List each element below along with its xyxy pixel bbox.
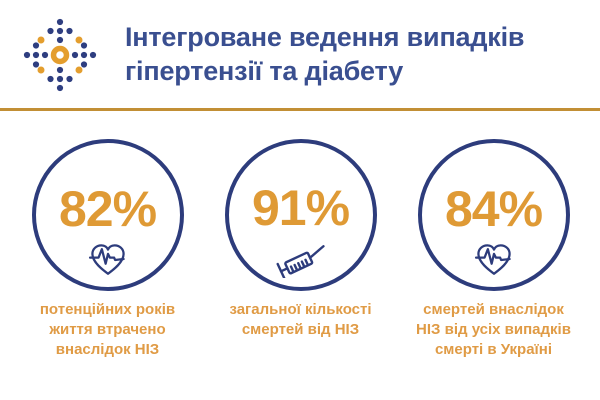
stats-section: 82% потенційних років життя втрачено вна…: [0, 111, 600, 360]
caption-line: смертей від НІЗ: [241, 321, 360, 338]
stat-card-ncd-deaths-share: 91% загальної кількос: [208, 139, 393, 360]
stat-caption: потенційних років життя втрачено внаслід…: [40, 300, 175, 360]
caption-line: життя втрачено: [49, 321, 166, 338]
caption-line: смертей внаслідок: [423, 301, 564, 318]
page-title: Інтегроване ведення випадків гіпертензії…: [125, 20, 525, 88]
stat-value: 91%: [251, 180, 350, 236]
caption-line: загальної кількості: [229, 301, 372, 318]
stat-circle: 84%: [417, 139, 570, 291]
org-logo-icon: [23, 18, 97, 92]
caption-line: смерті в Україні: [434, 341, 553, 358]
stat-value: 84%: [444, 181, 543, 237]
stat-circle: 91%: [224, 139, 377, 291]
page-title-line-1: Інтегроване ведення випадків: [125, 22, 525, 52]
caption-line: внаслідок НІЗ: [55, 341, 160, 358]
caption-line: НІЗ від усіх випадків: [416, 321, 571, 338]
stat-value: 82%: [58, 181, 157, 237]
stat-card-ncd-all-deaths: 84% смертей внаслідок НІЗ від усіх випад…: [401, 139, 586, 360]
heart-pulse-icon: [88, 244, 125, 275]
stat-caption: смертей внаслідок НІЗ від усіх випадків …: [416, 300, 571, 360]
caption-line: потенційних років: [39, 301, 176, 318]
syringe-icon: [275, 245, 325, 278]
stat-card-years-lost: 82% потенційних років життя втрачено вна…: [15, 139, 200, 360]
header: Інтегроване ведення випадків гіпертензії…: [0, 0, 600, 108]
heart-pulse-icon: [474, 244, 511, 275]
page-title-line-2: гіпертензії та діабету: [125, 56, 404, 86]
stat-caption: загальної кількості смертей від НІЗ: [229, 300, 371, 340]
stat-circle: 82%: [31, 139, 184, 291]
header-divider: [0, 108, 600, 111]
